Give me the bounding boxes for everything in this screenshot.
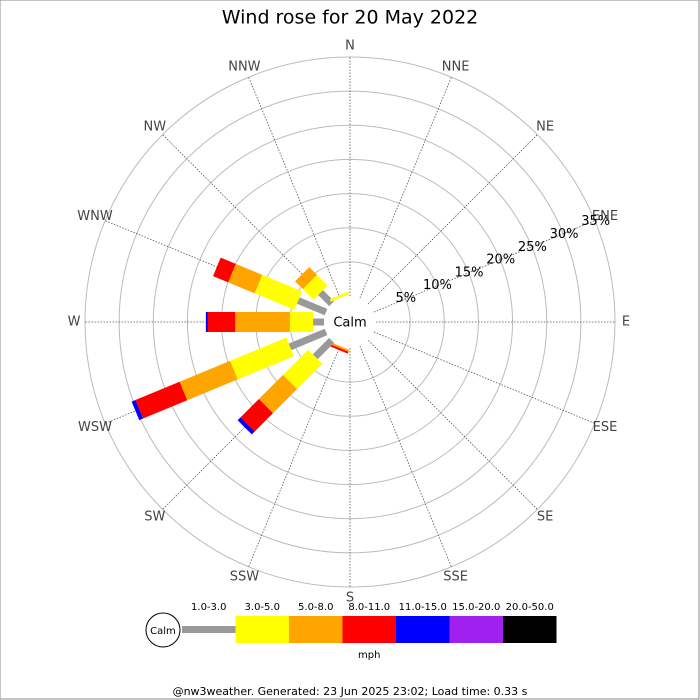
ring-label: 30% — [550, 227, 579, 242]
legend-unit: mph — [358, 650, 380, 661]
direction-label: ESE — [593, 420, 618, 435]
bar-segment — [288, 328, 328, 351]
calm-label: Calm — [333, 316, 366, 331]
legend-swatch — [396, 616, 450, 643]
legend-label: 11.0-15.0 — [399, 602, 447, 613]
ring-label: 20% — [486, 253, 515, 268]
bar-segment — [258, 374, 298, 414]
bar-segment — [329, 291, 350, 302]
bar-segment — [135, 381, 188, 419]
spoke — [359, 77, 452, 299]
direction-label: E — [622, 315, 630, 330]
bar-segment — [237, 417, 255, 435]
calm-circle — [325, 297, 375, 347]
direction-label: WNW — [77, 209, 113, 224]
bar-segment — [318, 290, 335, 307]
legend-swatch — [449, 616, 503, 643]
direction-label: WSW — [78, 420, 112, 435]
bar-segment — [205, 312, 208, 332]
legend-calm-label: Calm — [150, 626, 176, 637]
direction-label: NW — [144, 119, 167, 134]
legend-swatch — [289, 616, 343, 643]
ring — [186, 158, 514, 486]
chart-title: Wind rose for 20 May 2022 — [222, 7, 479, 29]
bar-segment — [283, 349, 323, 389]
direction-label: SSE — [443, 569, 468, 584]
legend-label: 15.0-20.0 — [452, 602, 500, 613]
direction-label: SW — [144, 510, 165, 525]
bar-segment — [131, 400, 144, 421]
legend-label: 5.0-8.0 — [298, 602, 333, 613]
ring-label: 5% — [395, 291, 416, 306]
ring — [84, 56, 616, 588]
bar-segment — [230, 337, 294, 380]
legend-calm — [145, 612, 181, 648]
spoke — [248, 77, 341, 299]
legend-label: 20.0-50.0 — [506, 602, 554, 613]
direction-label: SSW — [230, 569, 260, 584]
bar-segment — [235, 312, 290, 332]
bar-segment — [240, 398, 274, 432]
legend-swatch — [503, 616, 557, 643]
legend-swatch — [342, 616, 396, 643]
ring-label: 35% — [581, 214, 610, 229]
spoke — [368, 134, 538, 304]
bar-segment — [295, 267, 317, 289]
spoke — [373, 331, 595, 424]
direction-label: NNE — [442, 60, 470, 75]
spoke — [373, 220, 595, 313]
legend-label: 8.0-11.0 — [348, 602, 390, 613]
ring-label: 15% — [455, 265, 484, 280]
bar-segment — [179, 360, 238, 401]
bar-segment — [312, 337, 335, 360]
bar-segment — [228, 263, 263, 294]
direction-label: S — [346, 591, 354, 606]
direction-label: SE — [537, 510, 553, 525]
spoke — [359, 345, 452, 567]
legend-label: 1.0-3.0 — [191, 602, 226, 613]
bar-segment — [296, 297, 328, 316]
bar-segment — [302, 274, 328, 300]
direction-label: ENE — [592, 209, 618, 224]
ring-label: 10% — [423, 278, 452, 293]
bar-segment — [329, 344, 349, 354]
spoke — [368, 340, 538, 510]
ring-label: 25% — [518, 240, 547, 255]
direction-label: NE — [536, 119, 554, 134]
bar-segment — [213, 257, 236, 283]
direction-label: NNW — [228, 60, 260, 75]
direction-label: N — [345, 39, 355, 54]
bar-segment — [254, 274, 303, 310]
legend-label: 3.0-5.0 — [245, 602, 280, 613]
footer: @nw3weather. Generated: 23 Jun 2025 23:0… — [173, 685, 528, 698]
bar-segment — [289, 312, 314, 332]
bar-segment — [330, 342, 350, 352]
direction-label: W — [68, 315, 81, 330]
ring — [152, 124, 548, 520]
spoke — [248, 345, 341, 567]
bar-segment — [207, 312, 236, 332]
legend-swatch — [235, 616, 289, 643]
